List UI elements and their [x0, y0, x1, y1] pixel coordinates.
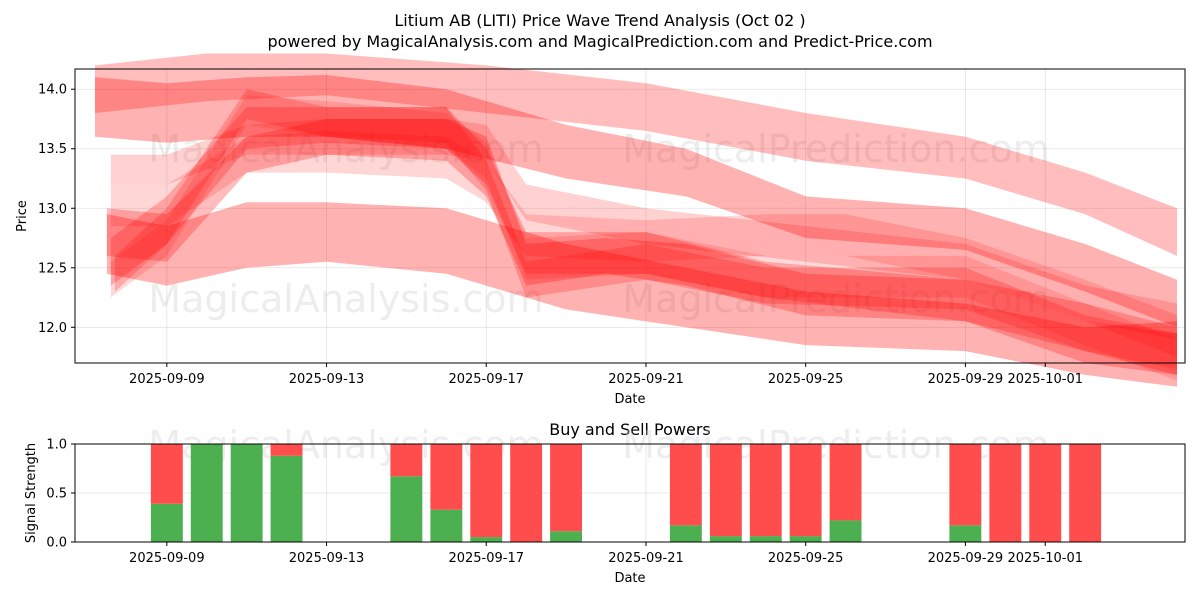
buy-bar-2025-09-10 — [190, 444, 223, 542]
price-y-ticks: 12.0 12.5 13.0 13.5 14.0 — [38, 83, 75, 336]
sell-bar-2025-09-23 — [709, 444, 742, 537]
signal-y-tick-label: 0.5 — [46, 487, 67, 502]
signal-x-tick-label: 2025-09-13 — [289, 551, 365, 566]
signal-bars — [150, 444, 1102, 542]
sell-bar-2025-09-12 — [270, 444, 303, 456]
sell-bar-2025-09-18 — [510, 444, 543, 542]
price-x-ticks: 2025-09-09 2025-09-13 2025-09-17 2025-09-21… — [129, 363, 1083, 387]
buy-bar-2025-09-26 — [829, 520, 862, 542]
buy-bar-2025-09-12 — [270, 455, 303, 542]
price-wave-band-2 — [95, 53, 1177, 256]
signal-x-tick-label: 2025-09-25 — [768, 551, 844, 566]
sell-bar-2025-09-09 — [150, 444, 183, 504]
sell-bar-2025-09-30 — [989, 444, 1022, 542]
buy-bar-2025-09-17 — [470, 537, 503, 542]
price-wave-band-3 — [106, 202, 1177, 387]
sell-bar-2025-09-15 — [390, 444, 423, 477]
buy-bar-2025-09-19 — [550, 531, 582, 542]
price-watermarks: MagicalAnalysis.com MagicalPrediction.co… — [148, 127, 1049, 321]
watermark-prediction-upper: MagicalPrediction.com — [622, 127, 1050, 171]
sell-bar-2025-09-26 — [829, 444, 862, 521]
price-wave-band-4 — [106, 119, 1177, 375]
price-x-tick-label: 2025-09-29 — [928, 372, 1004, 387]
sell-bar-2025-09-22 — [669, 444, 702, 526]
price-x-tick-label: 2025-09-25 — [768, 372, 844, 387]
buy-bar-2025-09-22 — [669, 525, 702, 542]
price-bands — [95, 53, 1177, 387]
signal-y-tick-label: 1.0 — [46, 438, 67, 453]
price-x-tick-label: 2025-09-09 — [129, 372, 205, 387]
price-wave-band-6 — [114, 89, 1177, 369]
price-x-tick-label: 2025-09-17 — [448, 372, 524, 387]
signal-panel: Buy and Sell Powers MagicalAnalysis.com … — [24, 420, 1186, 586]
price-x-axis-label: Date — [614, 392, 645, 407]
signal-y-ticks: 0.0 0.5 1.0 — [46, 438, 75, 551]
sell-bar-2025-10-01 — [1029, 444, 1062, 542]
price-y-axis-label: Price — [15, 200, 30, 232]
sell-bar-2025-09-29 — [949, 444, 982, 526]
price-y-tick-label: 13.0 — [38, 202, 67, 217]
signal-x-ticks: 2025-09-09 2025-09-13 2025-09-17 2025-09-21… — [129, 542, 1083, 566]
price-y-tick-label: 12.5 — [38, 261, 67, 276]
price-plot-frame — [74, 68, 1186, 364]
buy-bar-2025-09-09 — [150, 503, 183, 542]
watermark-prediction-lower: MagicalPrediction.com — [622, 277, 1050, 321]
signal-y-axis-label: Signal Strength — [24, 443, 39, 543]
signal-x-tick-label: 2025-09-09 — [129, 551, 205, 566]
sell-bar-2025-09-16 — [430, 444, 463, 510]
price-wave-band-9 — [110, 95, 1177, 381]
price-wave-band-7 — [110, 119, 1177, 340]
price-wave-band-1 — [95, 75, 1177, 328]
price-y-tick-label: 14.0 — [38, 83, 67, 98]
signal-x-tick-label: 2025-09-17 — [448, 551, 524, 566]
sell-bar-2025-09-17 — [470, 444, 503, 538]
sell-bar-2025-09-25 — [789, 444, 822, 537]
buy-bar-2025-09-24 — [749, 536, 782, 542]
sell-bar-2025-09-24 — [749, 444, 782, 537]
buy-bar-2025-09-29 — [949, 525, 982, 542]
chart-title-line1: Litium AB (LITI) Price Wave Trend Analys… — [394, 11, 805, 30]
buy-bar-2025-09-23 — [709, 536, 742, 542]
buy-bar-2025-09-15 — [390, 476, 423, 542]
signal-x-axis-label: Date — [614, 571, 645, 586]
price-x-tick-label: 2025-10-01 — [1007, 372, 1083, 387]
price-wave-band-8 — [110, 130, 1177, 357]
buy-bar-2025-09-25 — [789, 536, 822, 542]
price-wave-band-5 — [110, 107, 1177, 375]
watermark-analysis-lower: MagicalAnalysis.com — [148, 277, 543, 321]
signal-y-tick-label: 0.0 — [46, 536, 67, 551]
price-grid — [75, 69, 1185, 363]
price-y-tick-label: 12.0 — [38, 321, 67, 336]
watermark-analysis-upper: MagicalAnalysis.com — [148, 127, 543, 171]
price-x-tick-label: 2025-09-21 — [608, 372, 684, 387]
price-panel: MagicalAnalysis.com MagicalPrediction.co… — [15, 53, 1186, 407]
signal-x-tick-label: 2025-09-21 — [608, 551, 684, 566]
signal-x-tick-label: 2025-10-01 — [1007, 551, 1083, 566]
sell-bar-2025-10-02 — [1069, 444, 1102, 542]
signal-panel-title: Buy and Sell Powers — [549, 420, 711, 439]
buy-bar-2025-09-16 — [430, 509, 463, 542]
signal-x-tick-label: 2025-09-29 — [928, 551, 1004, 566]
chart-title-line2: powered by MagicalAnalysis.com and Magic… — [267, 32, 932, 51]
buy-bar-2025-09-11 — [230, 444, 263, 542]
sell-bar-2025-09-19 — [550, 444, 582, 532]
price-x-tick-label: 2025-09-13 — [289, 372, 365, 387]
price-y-tick-label: 13.5 — [38, 142, 67, 157]
